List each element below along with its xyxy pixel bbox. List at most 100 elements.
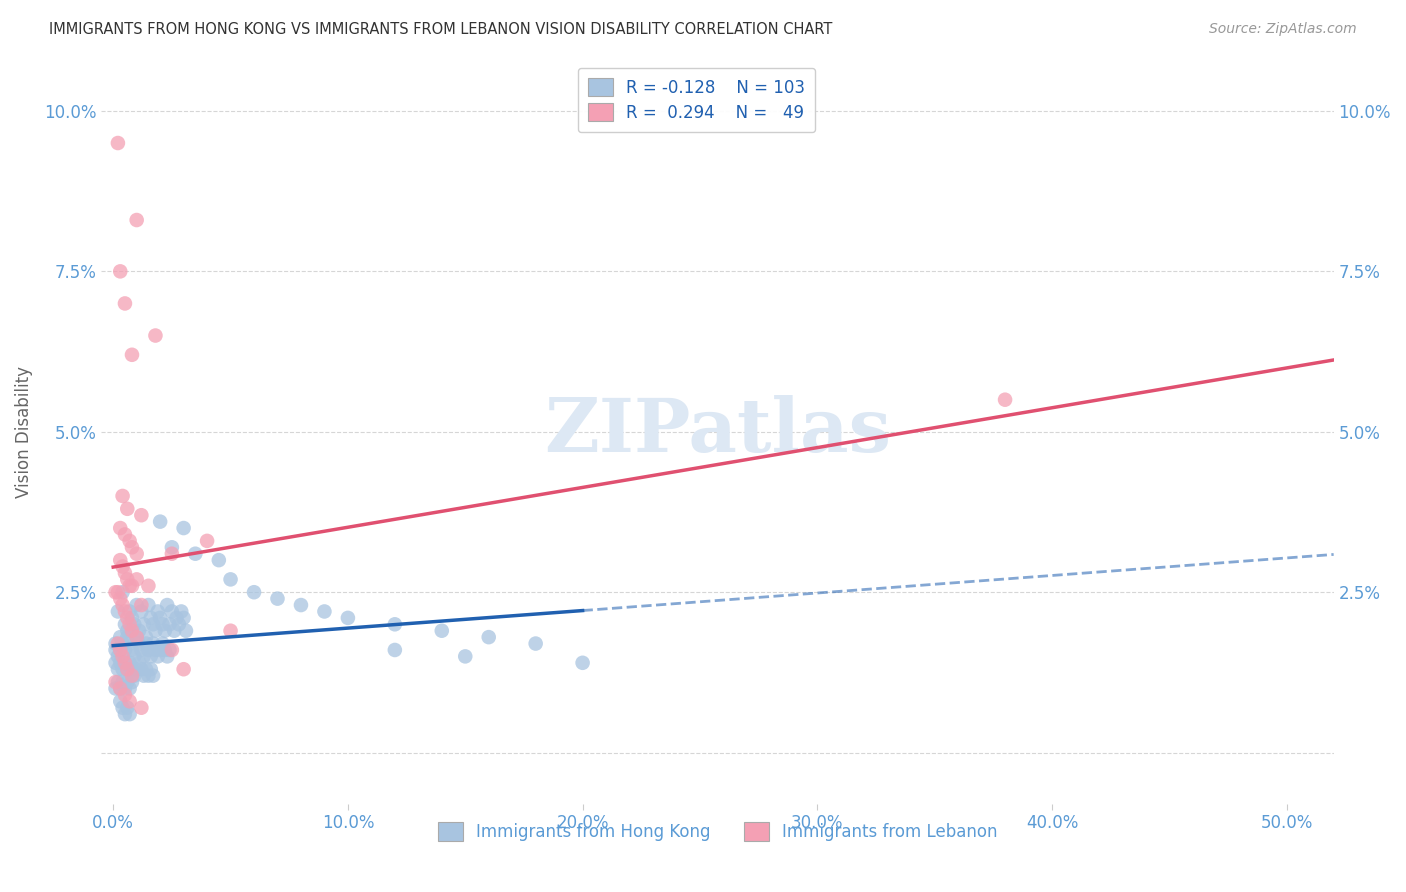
Point (110, 521, 132, 535)
Point (107, 662, 129, 676)
Point (132, 649, 155, 664)
Point (571, 656, 593, 670)
Point (146, 649, 169, 664)
Point (145, 624, 167, 638)
Point (454, 649, 477, 664)
Point (118, 681, 141, 696)
Point (104, 636, 127, 650)
Point (114, 527, 136, 541)
Point (114, 605, 136, 619)
Point (142, 636, 165, 650)
Point (290, 598, 312, 612)
Point (110, 681, 132, 696)
Point (131, 605, 153, 619)
Point (184, 547, 207, 561)
Point (118, 617, 141, 632)
Point (121, 611, 143, 625)
Point (173, 611, 195, 625)
Point (114, 617, 136, 632)
Point (104, 643, 127, 657)
Point (114, 688, 136, 702)
Point (128, 624, 150, 638)
Point (114, 681, 136, 696)
Point (117, 573, 139, 587)
Point (142, 668, 165, 682)
Point (117, 700, 139, 714)
Point (131, 598, 153, 612)
Point (125, 630, 148, 644)
Point (149, 643, 172, 657)
Point (138, 643, 160, 657)
Point (314, 605, 336, 619)
Point (132, 617, 155, 632)
Point (114, 656, 136, 670)
Point (121, 643, 143, 657)
Point (121, 668, 143, 682)
Y-axis label: Vision Disability: Vision Disability (15, 366, 32, 498)
Point (110, 630, 132, 644)
Point (104, 585, 127, 599)
Point (110, 553, 132, 567)
Point (478, 630, 501, 644)
Point (121, 541, 143, 555)
Point (118, 707, 141, 722)
Point (994, 392, 1017, 407)
Point (117, 624, 139, 638)
Point (117, 630, 139, 644)
Point (114, 643, 136, 657)
Point (107, 636, 129, 650)
Point (173, 521, 195, 535)
Point (243, 585, 266, 599)
Point (118, 533, 141, 548)
Point (219, 573, 242, 587)
Point (208, 553, 231, 567)
Point (125, 630, 148, 644)
Point (160, 605, 183, 619)
Text: Source: ZipAtlas.com: Source: ZipAtlas.com (1209, 22, 1357, 37)
Point (111, 636, 134, 650)
Point (153, 624, 176, 638)
Point (149, 611, 172, 625)
Point (160, 547, 183, 561)
Point (195, 533, 218, 548)
Point (110, 591, 132, 606)
Point (111, 559, 134, 574)
Text: ZIPatlas: ZIPatlas (544, 395, 891, 468)
Point (118, 605, 141, 619)
Point (152, 636, 174, 650)
Point (117, 662, 139, 676)
Point (145, 328, 167, 343)
Point (107, 136, 129, 150)
Text: IMMIGRANTS FROM HONG KONG VS IMMIGRANTS FROM LEBANON VISION DISABILITY CORRELATI: IMMIGRANTS FROM HONG KONG VS IMMIGRANTS … (49, 22, 832, 37)
Point (124, 649, 146, 664)
Point (117, 611, 139, 625)
Point (167, 617, 190, 632)
Point (131, 700, 153, 714)
Point (110, 643, 132, 657)
Point (104, 681, 127, 696)
Legend: R = -0.128    N = 103, R =  0.294    N =   49: R = -0.128 N = 103, R = 0.294 N = 49 (578, 68, 815, 132)
Point (336, 611, 359, 625)
Point (111, 649, 134, 664)
Point (139, 611, 162, 625)
Point (128, 636, 150, 650)
Point (156, 598, 179, 612)
Point (121, 675, 143, 690)
Point (121, 348, 143, 362)
Point (152, 617, 174, 632)
Point (107, 649, 129, 664)
Point (174, 624, 197, 638)
Point (160, 541, 183, 555)
Point (145, 643, 167, 657)
Point (118, 636, 141, 650)
Point (163, 624, 186, 638)
Point (107, 605, 129, 619)
Point (524, 636, 547, 650)
Point (117, 501, 139, 516)
Point (121, 579, 143, 593)
Point (118, 579, 141, 593)
Point (107, 585, 129, 599)
Point (114, 656, 136, 670)
Point (139, 662, 162, 676)
Point (138, 598, 160, 612)
